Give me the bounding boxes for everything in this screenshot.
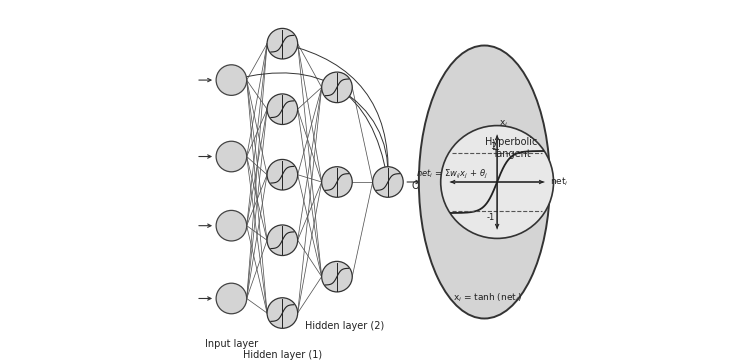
Circle shape (267, 28, 298, 59)
Circle shape (216, 65, 247, 95)
Text: 1: 1 (490, 142, 495, 151)
Circle shape (322, 72, 352, 103)
Circle shape (267, 298, 298, 328)
Text: Input layer: Input layer (205, 340, 258, 349)
Text: net$_i$: net$_i$ (550, 176, 569, 188)
Circle shape (216, 210, 247, 241)
Text: Hyperbolic
Tangent: Hyperbolic Tangent (486, 137, 538, 159)
Text: x$_i$ = tanh (net$_i$): x$_i$ = tanh (net$_i$) (453, 292, 523, 304)
Text: Output layer: Output layer (412, 181, 474, 191)
Circle shape (372, 167, 403, 197)
Text: net$_i$ = $\Sigma$w$_{ij}$x$_j$ + $\theta_j$: net$_i$ = $\Sigma$w$_{ij}$x$_j$ + $\thet… (415, 168, 488, 181)
Text: Hidden layer (2): Hidden layer (2) (305, 321, 384, 331)
Circle shape (322, 261, 352, 292)
Circle shape (267, 94, 298, 124)
Ellipse shape (419, 46, 550, 318)
Circle shape (440, 126, 553, 238)
Text: -1: -1 (487, 213, 495, 222)
Circle shape (267, 225, 298, 256)
Circle shape (216, 141, 247, 172)
Circle shape (267, 159, 298, 190)
Text: x$_i$: x$_i$ (499, 118, 508, 129)
Circle shape (322, 167, 352, 197)
Circle shape (216, 283, 247, 314)
Text: Hidden layer (1): Hidden layer (1) (243, 351, 322, 360)
